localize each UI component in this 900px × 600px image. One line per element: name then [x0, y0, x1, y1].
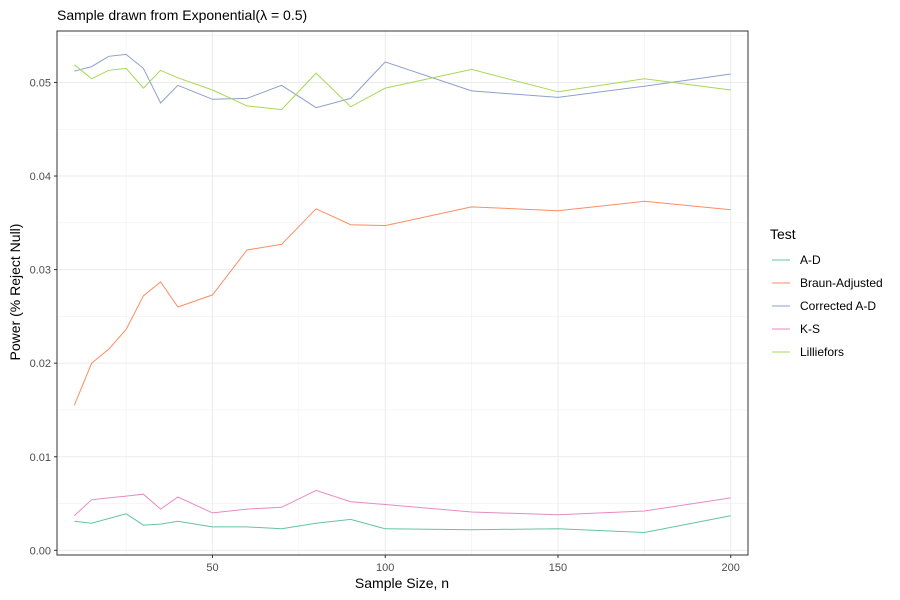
legend: Test A-D Braun-Adjusted Corrected A-D K-S Li…: [770, 226, 883, 359]
chart-title: Sample drawn from Exponential(λ = 0.5): [57, 7, 307, 23]
series-lines: [73, 53, 731, 534]
x-tick-label: 150: [549, 562, 567, 574]
y-tick-label: 0.03: [30, 265, 51, 277]
plot-area: [56, 30, 749, 556]
x-tick-label: 50: [206, 562, 218, 574]
y-tick-label: 0.02: [30, 358, 51, 370]
legend-title: Test: [770, 226, 796, 242]
y-axis-title: Power (% Reject Null): [7, 224, 23, 361]
y-tick-label: 0.04: [30, 171, 51, 183]
series-line-braun-adjusted: [73, 200, 731, 406]
y-tick-label: 0.00: [30, 545, 51, 557]
series-line-corrected-a-d: [74, 53, 731, 109]
series-line-a-d: [74, 513, 731, 534]
x-axis: 50 100 150 200: [206, 555, 740, 574]
y-tick-label: 0.05: [30, 77, 51, 89]
grid-minor: [57, 31, 748, 555]
plot-panel: [57, 31, 748, 555]
legend-label-corrected-a-d: Corrected A-D: [800, 299, 876, 313]
series-line-k-s: [73, 489, 731, 517]
x-axis-title: Sample Size, n: [355, 575, 449, 591]
y-axis: 0.00 0.01 0.02 0.03 0.04 0.05: [30, 77, 57, 557]
grid-major: [57, 31, 748, 555]
legend-label-k-s: K-S: [800, 322, 820, 336]
y-tick-label: 0.01: [30, 452, 51, 464]
x-tick-label: 100: [376, 562, 394, 574]
series-line-lilliefors: [73, 64, 731, 111]
x-tick-label: 200: [722, 562, 740, 574]
plot-border: [56, 30, 749, 556]
legend-label-braun-adjusted: Braun-Adjusted: [800, 276, 883, 290]
legend-label-lilliefors: Lilliefors: [800, 345, 844, 359]
legend-label-a-d: A-D: [800, 253, 821, 267]
